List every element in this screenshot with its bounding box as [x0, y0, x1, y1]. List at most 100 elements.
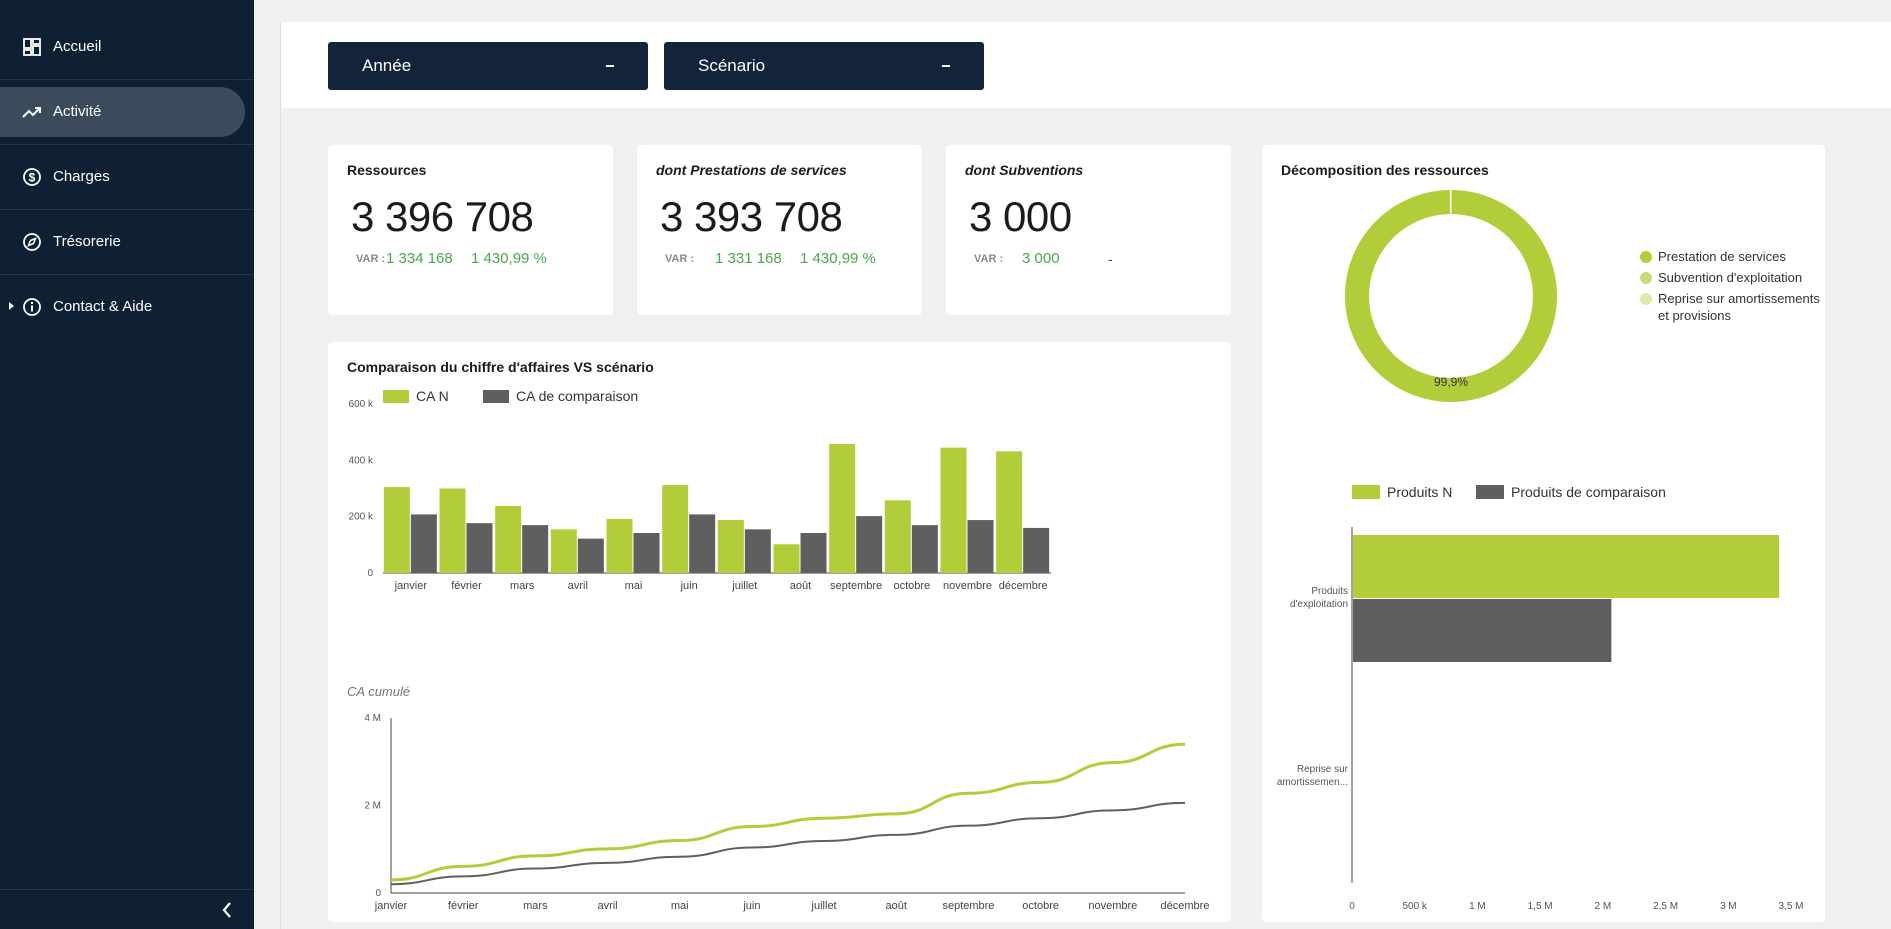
nav-label: Trésorerie [53, 233, 121, 250]
resources-donut-chart: 99,9% Prestation de services Subvention d'… [1345, 189, 1820, 402]
legend-label: CA N [416, 388, 449, 404]
x-tick-label: août [790, 580, 811, 592]
x-tick-label: 2,5 M [1653, 901, 1678, 912]
x-tick-label: janvier [394, 580, 428, 592]
sidebar: Accueil Activité $ Charges Trésorerie [0, 0, 254, 929]
legend-label: Prestation de services [1658, 249, 1786, 264]
y-tick-label: 2 M [364, 801, 381, 812]
bar [829, 443, 856, 573]
bar [967, 520, 994, 573]
bar [1023, 527, 1050, 573]
kpi-title: Ressources [347, 162, 427, 178]
kpi-value: 3 393 708 [660, 193, 843, 240]
slice-data-label: 99,9% [1434, 375, 1468, 389]
nav-item-activite[interactable]: Activité [0, 80, 254, 144]
y-tick-label-line: amortissemen... [1277, 777, 1348, 788]
y-tick-label-line: d'exploitation [1290, 599, 1348, 610]
legend-swatch [1640, 272, 1652, 284]
x-tick-label: 3 M [1720, 901, 1737, 912]
nav-divider [0, 144, 254, 145]
x-tick-label: septembre [942, 900, 994, 912]
kpi-card-prestations: dont Prestations de services 3 393 708 V… [637, 145, 922, 315]
x-tick-label: 3,5 M [1778, 901, 1803, 912]
nav-label: Contact & Aide [53, 298, 153, 315]
chart-title: Comparaison du chiffre d'affaires VS scé… [347, 359, 654, 375]
bar [633, 533, 660, 573]
monthly-revenue-bar-chart: CA N CA de comparaison 0 200 k 400 k 600 k jan… [349, 388, 1051, 592]
y-tick-label: 0 [375, 888, 381, 899]
x-tick-label: octobre [1022, 900, 1059, 912]
cumulative-revenue-line-chart: 0 2 M 4 M janvier février mars avril mai juin jui… [364, 713, 1209, 912]
legend-swatch [1476, 485, 1504, 499]
trending-up-icon [22, 107, 41, 118]
nav-item-contact-aide[interactable]: Contact & Aide [0, 275, 254, 339]
y-tick-label: Produits d'exploitation [1290, 586, 1348, 610]
dropdown-label: Année [362, 56, 412, 75]
nav-item-accueil[interactable]: Accueil [0, 15, 254, 79]
x-tick-label: février [448, 900, 479, 912]
kpi-delta-abs: 1 334 168 [386, 250, 453, 267]
kpi-var-label: VAR : [974, 253, 1004, 265]
nav-divider [0, 274, 254, 275]
legend-label: CA de comparaison [516, 388, 638, 404]
series-line [390, 801, 1186, 886]
legend-label-line: Reprise sur amortissements [1658, 291, 1820, 306]
donut-slice [1345, 190, 1557, 402]
bar [996, 451, 1023, 573]
y-tick-label-line: Produits [1311, 586, 1348, 597]
legend-label: Reprise sur amortissements et provisions [1658, 291, 1820, 323]
kpi-var-label: VAR : [665, 253, 695, 265]
scenario-dropdown[interactable]: Scénario [664, 42, 984, 90]
nav-label: Accueil [53, 38, 102, 55]
x-tick-label: mars [523, 900, 548, 912]
legend-swatch [483, 390, 509, 403]
year-dropdown[interactable]: Année [328, 42, 648, 90]
kpi-title: dont Subventions [965, 162, 1084, 178]
x-tick-label: 0 [1349, 901, 1355, 912]
nav-divider [0, 209, 254, 210]
nav-label: Activité [53, 103, 102, 120]
x-tick-label: décembre [999, 580, 1048, 592]
x-tick-label: juillet [731, 580, 757, 592]
kpi-delta-pct: - [1108, 251, 1113, 267]
nav-item-tresorerie[interactable]: Trésorerie [0, 210, 254, 274]
bar [911, 525, 938, 573]
bar [550, 529, 577, 573]
legend-swatch [1352, 485, 1380, 499]
x-tick-label: novembre [1088, 900, 1137, 912]
bar [522, 525, 549, 573]
kpi-card-ressources: Ressources 3 396 708 VAR : 1 334 168 1 4… [328, 145, 613, 315]
legend-swatch [1640, 251, 1652, 263]
caret-down-icon [942, 65, 950, 67]
x-tick-label: 1,5 M [1528, 901, 1553, 912]
legend-label-line: et provisions [1658, 308, 1731, 323]
kpi-delta-pct: 1 430,99 % [800, 250, 876, 267]
dropdown-label: Scénario [698, 56, 766, 75]
x-tick-label: 500 k [1402, 901, 1427, 912]
caret-down-icon [606, 65, 614, 67]
x-tick-label: novembre [943, 580, 992, 592]
dollar-circle-icon: $ [23, 168, 41, 186]
x-tick-label: septembre [830, 580, 882, 592]
bar [1353, 535, 1780, 598]
kpi-card-subventions: dont Subventions 3 000 VAR : 3 000 - [946, 145, 1231, 315]
x-tick-label: juillet [811, 900, 837, 912]
resources-breakdown-card: Décomposition des ressources 99,9% Presta… [1262, 145, 1825, 922]
x-tick-label: mai [671, 900, 689, 912]
bar [410, 514, 437, 573]
bar [689, 514, 716, 573]
collapse-sidebar-button[interactable] [0, 889, 254, 929]
y-tick-label: 600 k [349, 399, 374, 410]
nav-label: Charges [53, 168, 110, 185]
x-tick-label: mai [625, 580, 643, 592]
bar [466, 523, 493, 573]
expand-arrow-icon[interactable] [9, 302, 14, 310]
products-horizontal-bar-chart: Produits N Produits de comparaison 0 500 k 1… [1277, 484, 1804, 912]
x-tick-label: août [886, 900, 907, 912]
cumulative-chart-title: CA cumulé [347, 684, 411, 699]
bar [940, 447, 967, 573]
nav-item-charges[interactable]: $ Charges [0, 145, 254, 209]
x-tick-label: juin [680, 580, 698, 592]
bar [1353, 599, 1612, 662]
bar [662, 485, 689, 573]
